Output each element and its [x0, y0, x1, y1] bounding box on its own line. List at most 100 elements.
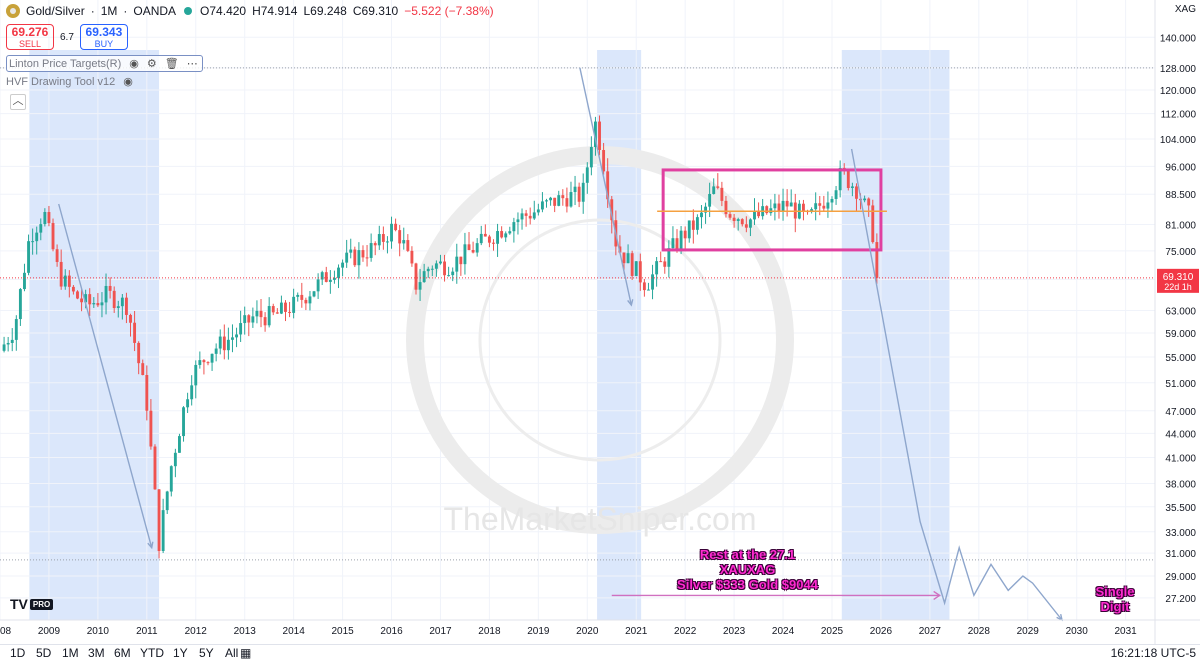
candle-body	[402, 240, 406, 244]
candle-body	[141, 363, 145, 376]
shaded-period-2	[841, 50, 950, 620]
more-icon[interactable]: ⋯	[186, 58, 198, 70]
candle-body	[708, 193, 712, 207]
indicator-hvf[interactable]: HVF Drawing Tool v12 ◉	[6, 75, 133, 89]
timeframe-5y[interactable]: 5Y	[199, 646, 214, 660]
sell-button[interactable]: 69.276 SELL	[6, 24, 54, 50]
candle-body	[765, 206, 769, 214]
candle-body	[394, 223, 398, 231]
candle-body	[300, 294, 304, 300]
y-tick-label: 81.000	[1165, 221, 1196, 232]
x-tick-label: 2022	[674, 626, 697, 637]
y-tick-label: 47.000	[1165, 407, 1196, 418]
timeframe-3m[interactable]: 3M	[88, 646, 105, 660]
candle-body	[373, 243, 377, 246]
ohlc-close: C69.310	[352, 4, 399, 18]
candle-body	[487, 236, 491, 243]
candle-body	[398, 230, 402, 244]
projection-arrow[interactable]	[850, 148, 1063, 621]
candle-body	[496, 231, 500, 244]
candle-body	[492, 242, 495, 244]
trash-icon[interactable]: 🗑	[164, 58, 179, 70]
candle-body	[630, 253, 634, 276]
timeframe-1d[interactable]: 1D	[10, 646, 26, 660]
candle-body	[463, 244, 467, 265]
candle-body	[532, 212, 536, 219]
candle-body	[622, 252, 626, 264]
last-price-value: 69.310	[1163, 272, 1194, 283]
y-tick-label: 112.000	[1161, 110, 1197, 121]
candle-body	[638, 261, 642, 283]
interval[interactable]: 1M	[100, 4, 118, 18]
gear-icon[interactable]: ⚙	[146, 58, 157, 70]
candle-body	[357, 250, 361, 266]
eye-icon[interactable]: ◉	[129, 58, 139, 70]
timeframe-ytd[interactable]: YTD	[140, 646, 164, 660]
symbol-name[interactable]: Gold/Silver	[26, 4, 85, 18]
candle-body	[557, 195, 561, 206]
candle-body	[434, 263, 438, 269]
candle-body	[443, 261, 446, 276]
trend-arrow-2008[interactable]	[58, 203, 153, 548]
candle-body	[589, 146, 593, 168]
x-tick-label: 2019	[527, 626, 550, 637]
trend-arrow-2020[interactable]	[579, 67, 632, 306]
candle-body	[467, 244, 471, 250]
single-digit-annotation: Single Digit	[1082, 584, 1148, 614]
timeframe-5d[interactable]: 5D	[36, 646, 52, 660]
candle-body	[84, 294, 88, 303]
candle-body	[695, 217, 699, 230]
candle-body	[447, 275, 451, 277]
bottom-toolbar: 1D 5D 1M 3M 6M YTD 1Y 5Y All ▦ 16:21:18 UTC-5	[0, 644, 1200, 661]
timeframe-6m[interactable]: 6M	[114, 646, 131, 660]
collapse-icon[interactable]: ︿	[10, 94, 26, 110]
y-tick-label: 38.000	[1165, 479, 1196, 490]
broker: OANDA	[133, 4, 177, 18]
eye-off-icon[interactable]: ◉	[123, 76, 133, 88]
candle-body	[520, 213, 524, 220]
watermark-text: TheMarketSniper.com	[443, 501, 756, 537]
candle-body	[55, 249, 59, 262]
candle-body	[14, 319, 18, 340]
x-tick-label: 2016	[380, 626, 403, 637]
timeframe-all[interactable]: All	[225, 646, 239, 660]
calendar-icon[interactable]: ▦	[240, 646, 252, 660]
candle-body	[561, 195, 565, 199]
candle-body	[178, 436, 181, 453]
candle-body	[247, 315, 251, 323]
candle-body	[71, 286, 75, 292]
buy-button[interactable]: 69.343 BUY	[79, 24, 128, 50]
candle-body	[700, 212, 703, 218]
candle-body	[504, 233, 508, 238]
ohlc-change: −5.522 (−7.38%)	[404, 4, 494, 18]
x-tick-label: 2018	[478, 626, 501, 637]
y-tick-label: 55.000	[1165, 353, 1196, 364]
candle-body	[855, 186, 858, 199]
candle-body	[186, 399, 190, 408]
candle-body	[112, 290, 116, 309]
candle-body	[88, 294, 92, 305]
timeframe-1m[interactable]: 1M	[62, 646, 79, 660]
timeframe-1y[interactable]: 1Y	[173, 646, 188, 660]
x-tick-label: 2014	[283, 626, 306, 637]
y-tick-label: 31.000	[1165, 549, 1196, 560]
y-tick-label: 44.000	[1165, 429, 1196, 440]
candle-body	[337, 267, 340, 278]
candle-body	[736, 219, 740, 222]
buy-label: BUY	[94, 39, 114, 49]
candle-body	[263, 317, 267, 326]
candle-body	[108, 285, 112, 291]
candle-body	[594, 121, 597, 147]
indicator-linton[interactable]: Linton Price Targets(R) ◉ ⚙ 🗑 ⋯	[6, 55, 203, 72]
candle-body	[789, 202, 793, 207]
y-tick-label: 104.000	[1160, 135, 1197, 146]
candle-body	[161, 510, 165, 551]
candle-body	[667, 248, 671, 267]
range-box[interactable]	[661, 168, 883, 252]
y-tick-label: 140.000	[1160, 33, 1197, 44]
candle-body	[577, 186, 581, 202]
candle-body	[386, 241, 389, 243]
candle-body	[757, 210, 761, 217]
candle-body	[27, 241, 30, 273]
